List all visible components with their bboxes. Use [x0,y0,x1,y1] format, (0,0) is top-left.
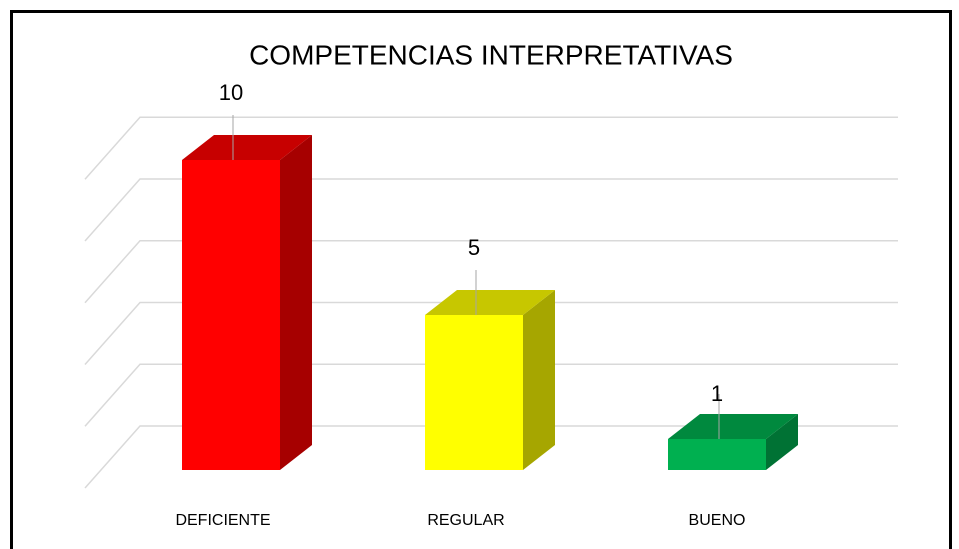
data-label: 5 [468,235,480,260]
bar [668,414,798,470]
x-tick-label: REGULAR [427,512,504,529]
bar-front [182,160,280,470]
bar-top [425,290,555,315]
x-tick-label: DEFICIENTE [175,512,270,529]
bar-front [668,439,766,470]
bar-front [425,315,523,470]
grid-line [84,178,898,242]
bar [425,290,555,470]
bar-top [182,135,312,160]
chart-title: COMPETENCIAS INTERPRETATIVAS [249,39,733,70]
grid-line [84,301,898,365]
grid-line [84,239,898,304]
grid-line [84,363,898,427]
data-label: 1 [711,381,723,406]
data-label: 10 [219,80,243,105]
bar-side [280,135,312,470]
grid-line [84,425,898,489]
bar-side [523,290,555,470]
x-tick-label: BUENO [689,512,746,529]
bar-top [668,414,798,439]
bar [182,135,312,470]
bar-side [766,414,798,470]
grid-line [84,116,898,180]
